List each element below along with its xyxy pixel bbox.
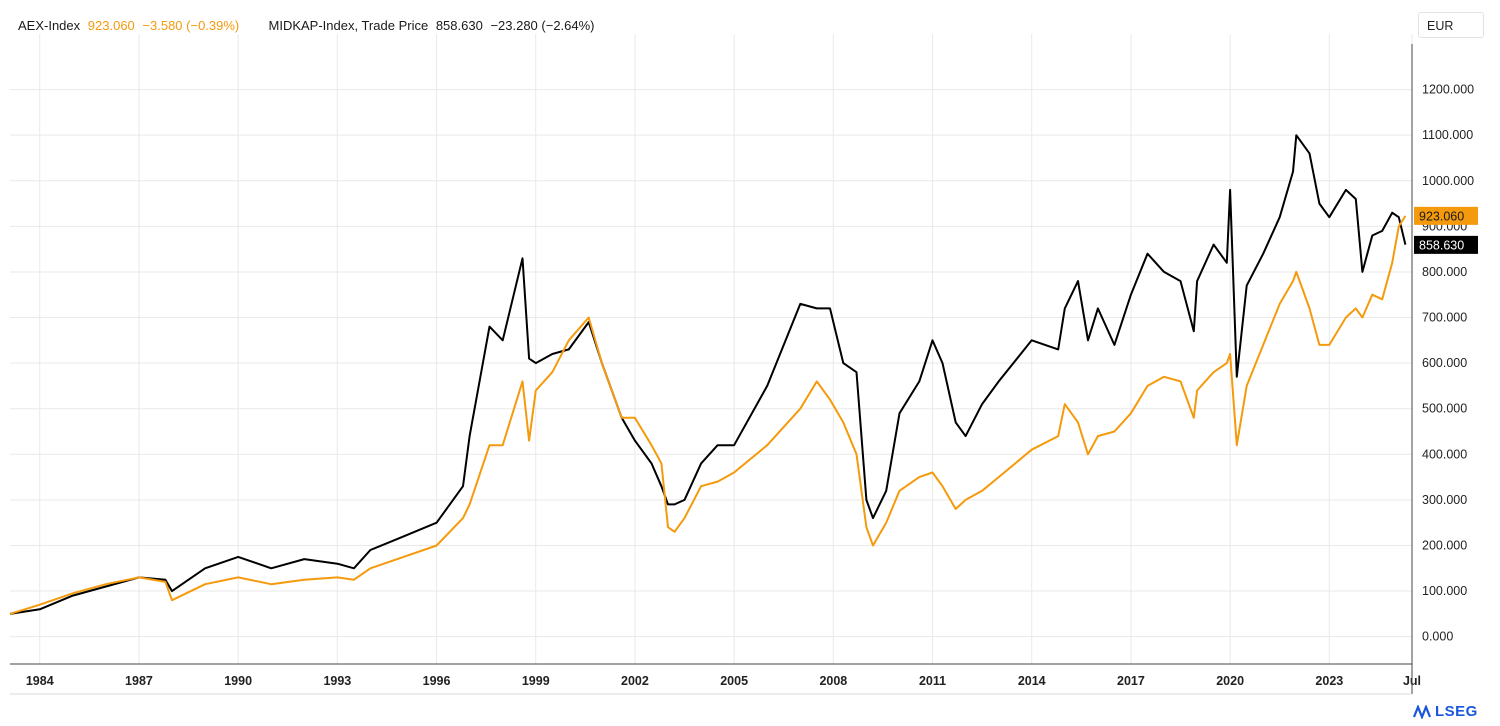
y-tick-label: 500.000 — [1422, 402, 1467, 416]
y-tick-label: 1100.000 — [1422, 128, 1473, 142]
y-tick-label: 1200.000 — [1422, 83, 1474, 97]
x-tick-label: 2020 — [1216, 674, 1244, 688]
x-tick-label: 1984 — [26, 674, 54, 688]
lseg-logo-icon — [1412, 704, 1432, 720]
y-tick-label: 200.000 — [1422, 538, 1467, 552]
x-tick-label: 2014 — [1018, 674, 1046, 688]
y-tick-label: 100.000 — [1422, 584, 1467, 598]
aex-legend-change: −3.580 (−0.39%) — [142, 18, 240, 33]
midkap-legend-value: 858.630 — [435, 18, 483, 33]
currency-selector[interactable]: EUR — [1418, 12, 1484, 38]
midkap-legend-change: −23.280 (−2.64%) — [490, 18, 595, 33]
y-tick-label: 0.000 — [1422, 630, 1453, 644]
y-tick-label: 400.000 — [1422, 447, 1467, 461]
midkap-last-value-tag-box — [1414, 235, 1478, 254]
aex-last-value-tag: 923.060 — [1419, 209, 1464, 223]
x-tick-label: 2002 — [621, 674, 649, 688]
y-tick-label: 800.000 — [1422, 265, 1467, 279]
x-tick-label: 1990 — [224, 674, 252, 688]
aex-last-value-tag-box — [1414, 206, 1478, 225]
x-tick-label: 1987 — [125, 674, 153, 688]
lseg-logo-text: LSEG — [1435, 703, 1478, 720]
x-tick-label: 2011 — [919, 674, 946, 688]
aex-legend-name: AEX-Index — [18, 18, 81, 33]
y-tick-label: 700.000 — [1422, 311, 1467, 325]
midkap-series-line — [9, 134, 1407, 615]
x-tick-label: 2005 — [720, 674, 748, 688]
lseg-logo: LSEG — [1412, 703, 1478, 720]
midkap-legend-name: MIDKAP-Index, Trade Price — [268, 18, 429, 33]
y-tick-label: 600.000 — [1422, 356, 1467, 370]
aex-legend-value: 923.060 — [87, 18, 135, 33]
midkap-last-value-tag: 858.630 — [1419, 238, 1464, 252]
x-tick-label: 2017 — [1117, 674, 1145, 688]
x-tick-label: 2023 — [1315, 674, 1343, 688]
y-tick-label: 300.000 — [1422, 493, 1467, 507]
y-tick-label: 1000.000 — [1422, 174, 1474, 188]
aex-series-line — [9, 215, 1407, 615]
chart-legend: AEX-Index 923.060 −3.580 (−0.39%) MIDKAP… — [18, 18, 599, 33]
x-tick-label: 2008 — [819, 674, 847, 688]
x-tick-label: 1996 — [423, 674, 451, 688]
x-tick-label: 1993 — [323, 674, 351, 688]
x-tick-label: 1999 — [522, 674, 550, 688]
